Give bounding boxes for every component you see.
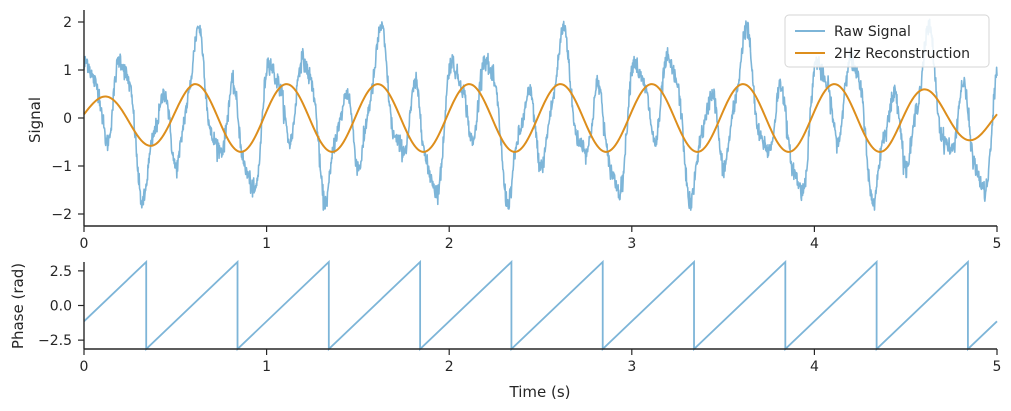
raw-signal-line [83,18,998,211]
signal-panel: 0 1 2 3 4 5 −2 −1 0 1 2 Signal Raw Signal 2Hz Reco… [26,10,1001,252]
phase-x-tick-label: 5 [993,359,1002,375]
signal-series-group [83,18,998,211]
phase-x-tick-label: 2 [445,359,454,375]
phase-x-axis-label: Time (s) [509,383,571,401]
signal-x-tick-label: 3 [627,236,636,252]
signal-x-tick-label: 2 [445,236,454,252]
phase-series-group [83,259,998,352]
signal-axis-ticks: 0 1 2 3 4 5 −2 −1 0 1 2 [51,15,1001,252]
signal-y-tick-label: 1 [63,63,72,79]
phase-x-tick-label: 1 [262,359,271,375]
signal-x-tick-label: 0 [80,236,89,252]
signal-x-tick-label: 5 [993,236,1002,252]
signal-y-axis-label: Signal [26,97,44,143]
legend-box [784,14,990,68]
signal-y-tick-label: −2 [51,207,72,223]
phase-y-tick-label: 2.5 [50,264,72,280]
phase-panel: 0 1 2 3 4 5 2.5 0.0 −2.5 Phase (rad) Time (s) [9,259,1001,401]
legend-reconstruction-label: 2Hz Reconstruction [834,46,970,62]
phase-y-axis-label: Phase (rad) [9,263,27,349]
reconstruction-line [83,83,998,153]
legend-raw-signal-label: Raw Signal [834,24,911,40]
phase-x-tick-label: 4 [810,359,819,375]
signal-y-tick-label: −1 [51,159,72,175]
phase-x-tick-label: 0 [80,359,89,375]
signal-x-tick-label: 4 [810,236,819,252]
phase-y-tick-label: 0.0 [50,299,72,315]
phase-axis-ticks: 0 1 2 3 4 5 2.5 0.0 −2.5 [38,264,1001,375]
phase-x-tick-label: 3 [627,359,636,375]
legend: Raw Signal 2Hz Reconstruction [784,14,990,68]
signal-y-tick-label: 2 [63,15,72,31]
phase-y-tick-label: −2.5 [38,333,72,349]
phase-line [83,259,998,352]
signal-x-tick-label: 1 [262,236,271,252]
signal-y-tick-label: 0 [63,111,72,127]
